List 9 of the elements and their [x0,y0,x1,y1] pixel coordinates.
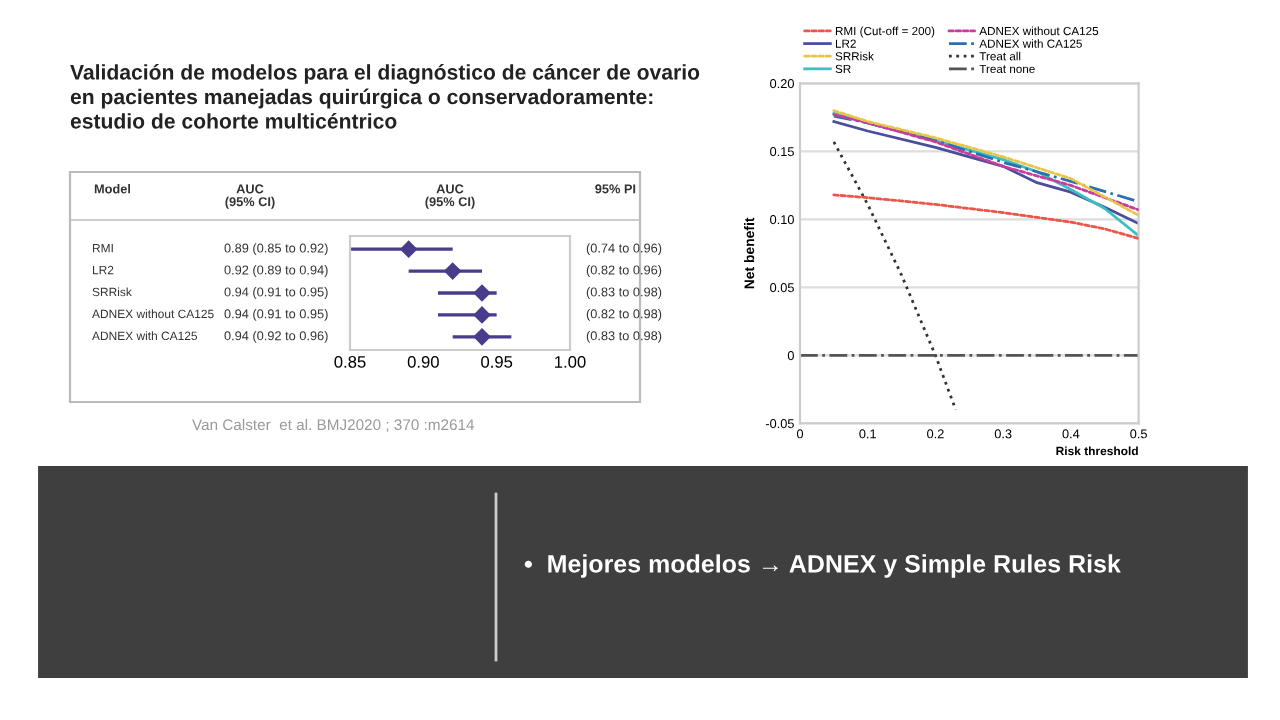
x-tick-label: 0.95 [481,356,513,368]
x-tick-label: 0.85 [334,356,366,368]
x-tick-label: 0.90 [407,356,439,368]
x-tick-label: 1.00 [555,356,586,368]
chart-title: Validación de modelos para el diagnóstico de cáncer de ovario en pacientes manejadas quirúrgica o conservadoramente: estudio de cohorte multicéntrico [70,64,700,129]
line-series [832,140,958,412]
line-series [832,120,1139,225]
text: • Mejores modelos → ADNEX y Simple Rules Risk [524,554,1121,578]
line-series [832,193,1139,240]
